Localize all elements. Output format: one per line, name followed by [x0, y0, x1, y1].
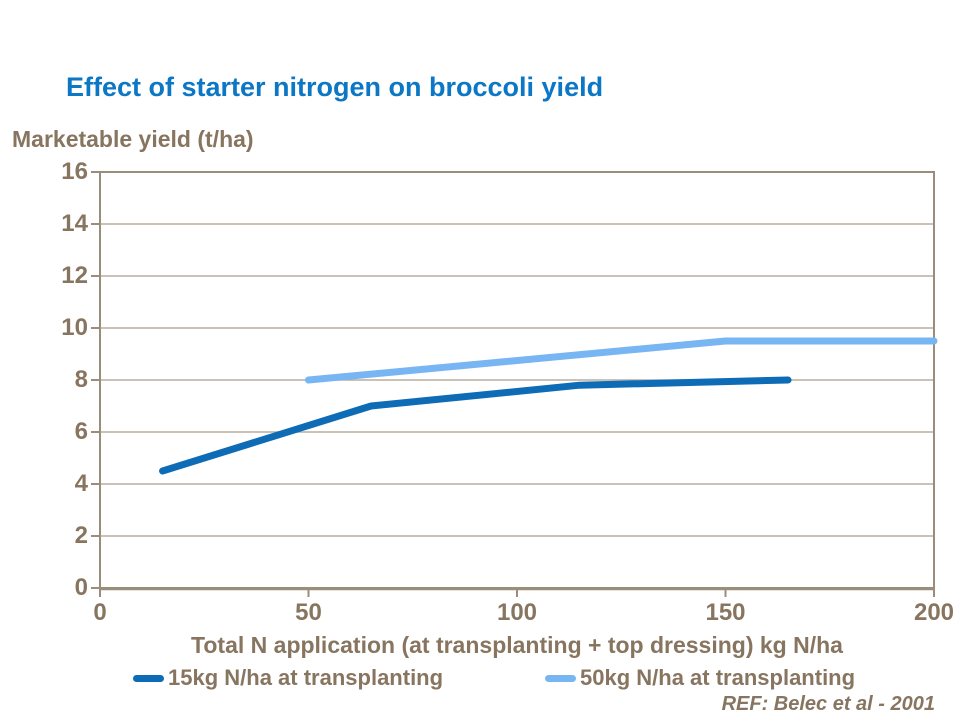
y-tick-label: 14: [61, 210, 88, 237]
chart-title: Effect of starter nitrogen on broccoli y…: [66, 72, 604, 102]
legend-swatch: [545, 674, 576, 682]
chart-legend: 15kg N/ha at transplanting 50kg N/ha at t…: [0, 663, 960, 693]
legend-label: 15kg N/ha at transplanting: [168, 665, 444, 690]
y-tick-label: 12: [61, 262, 88, 289]
x-axis-title: Total N application (at transplanting + …: [191, 632, 843, 658]
y-axis-title: Marketable yield (t/ha): [12, 126, 254, 152]
y-tick-label: 16: [61, 158, 88, 185]
reference-note: REF: Belec et al - 2001: [721, 693, 935, 715]
y-tick-label: 10: [61, 314, 88, 341]
series-line: [159, 376, 792, 475]
legend-swatch: [133, 674, 164, 682]
x-tick-label: 150: [705, 599, 746, 626]
y-tick-label: 0: [74, 574, 88, 601]
y-tick-label: 8: [74, 366, 88, 393]
x-tick-label: 200: [913, 599, 955, 626]
legend-label: 50kg N/ha at transplanting: [580, 665, 856, 690]
x-tick-label: 100: [496, 599, 538, 626]
x-tick-label: 50: [295, 599, 322, 626]
series-line: [305, 337, 938, 384]
y-tick-label: 4: [74, 470, 88, 497]
y-tick-label: 6: [74, 418, 88, 445]
y-tick-label: 2: [74, 522, 88, 549]
legend-item: 15kg N/ha at transplanting: [133, 663, 443, 693]
x-tick-label: 0: [93, 599, 107, 626]
legend-item: 50kg N/ha at transplanting: [545, 663, 855, 693]
